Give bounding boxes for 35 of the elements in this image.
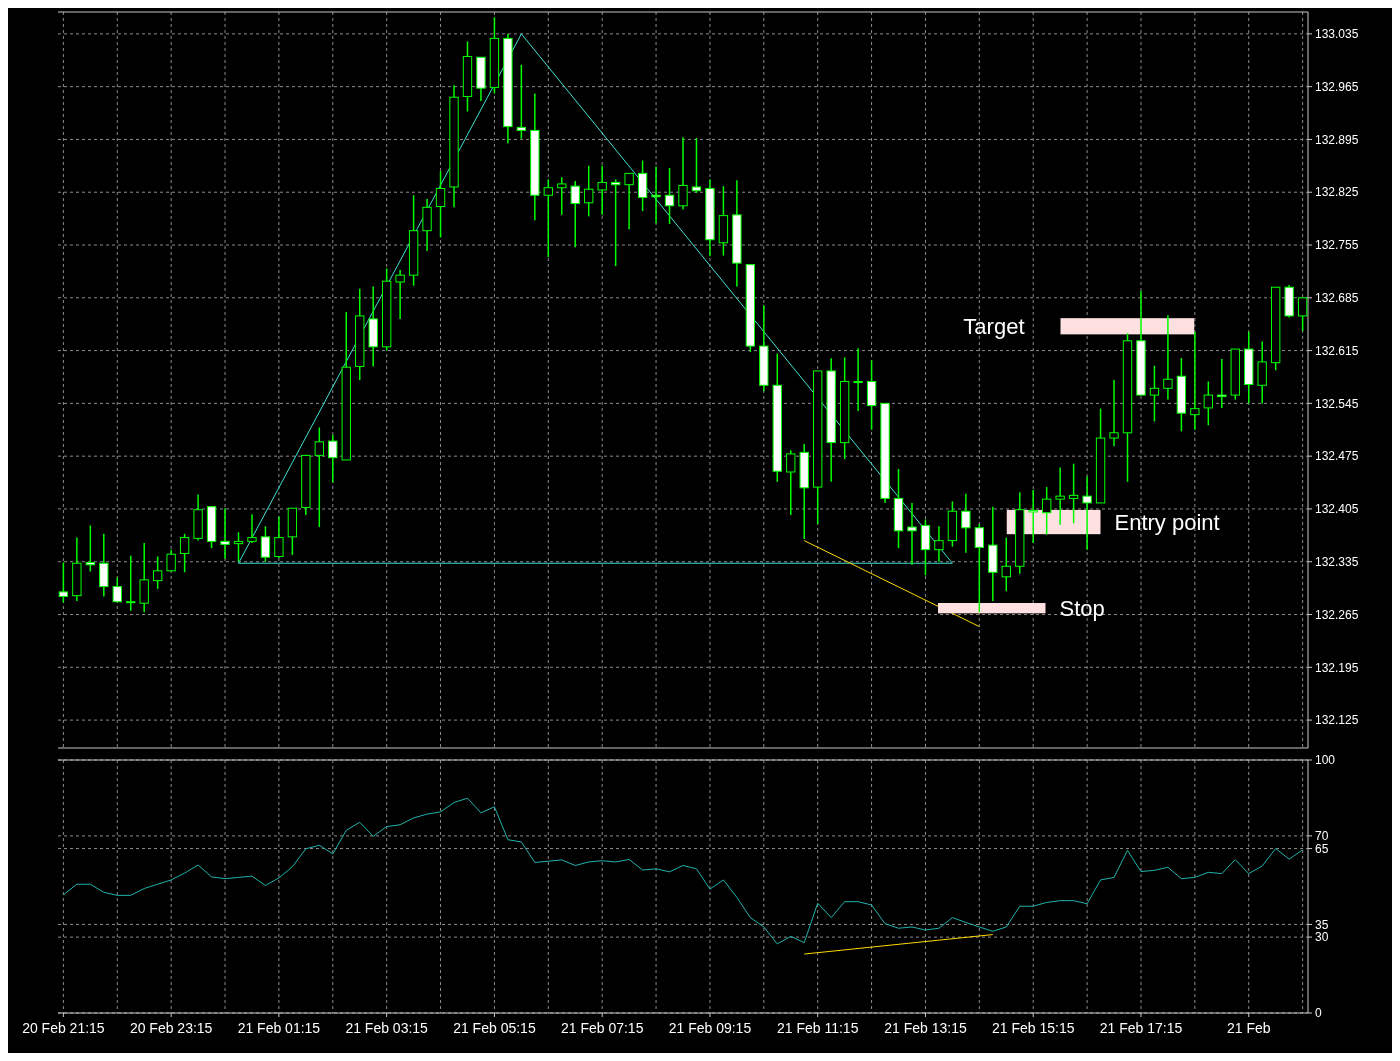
y-tick-label: 65 bbox=[1315, 841, 1329, 856]
x-tick-label: 21 Feb 09:15 bbox=[668, 1020, 752, 1036]
x-tick-label: 21 Feb 15:15 bbox=[991, 1020, 1075, 1036]
y-tick-label: 132.615 bbox=[1315, 343, 1359, 358]
annotation: Entry point bbox=[1114, 509, 1220, 535]
x-tick-label: 21 Feb 05:15 bbox=[453, 1020, 536, 1036]
y-tick-label: 132.475 bbox=[1315, 449, 1359, 464]
x-tick-label: 21 Feb 01:15 bbox=[237, 1020, 321, 1036]
y-tick-label: 0 bbox=[1315, 1006, 1322, 1021]
y-tick-label: 132.195 bbox=[1315, 660, 1359, 675]
x-tick-label: 21 Feb 13:15 bbox=[884, 1020, 967, 1036]
x-tick-label: 21 Feb 17:15 bbox=[1099, 1020, 1183, 1036]
x-tick-label: 20 Feb 23:15 bbox=[129, 1020, 213, 1036]
y-tick-label: 30 bbox=[1315, 930, 1329, 945]
x-tick-label: 21 Feb 03:15 bbox=[345, 1020, 429, 1036]
y-tick-label: 132.685 bbox=[1315, 291, 1359, 305]
y-tick-label: 100 bbox=[1315, 753, 1336, 768]
y-tick-label: 35 bbox=[1315, 917, 1329, 932]
x-tick-label: 21 Feb 07:15 bbox=[560, 1020, 644, 1036]
annotation: Stop bbox=[1059, 595, 1105, 621]
y-tick-label: 132.755 bbox=[1315, 238, 1359, 253]
x-tick-label: 21 Feb 11:15 bbox=[776, 1020, 859, 1036]
y-tick-label: 132.965 bbox=[1315, 79, 1359, 94]
annotation: Target bbox=[963, 313, 1025, 339]
y-tick-label: 132.125 bbox=[1315, 713, 1359, 728]
y-tick-label: 133.035 bbox=[1315, 27, 1359, 42]
y-tick-label: 132.405 bbox=[1315, 502, 1359, 517]
y-tick-label: 132.265 bbox=[1315, 607, 1359, 622]
y-tick-label: 132.825 bbox=[1315, 185, 1359, 200]
y-tick-label: 132.335 bbox=[1315, 554, 1359, 569]
x-tick-label: 20 Feb 21:15 bbox=[22, 1020, 105, 1036]
y-tick-label: 132.895 bbox=[1315, 132, 1359, 147]
x-tick-label: 21 Feb bbox=[1226, 1020, 1271, 1036]
y-tick-label: 70 bbox=[1315, 829, 1329, 844]
y-tick-label: 132.545 bbox=[1315, 396, 1359, 411]
